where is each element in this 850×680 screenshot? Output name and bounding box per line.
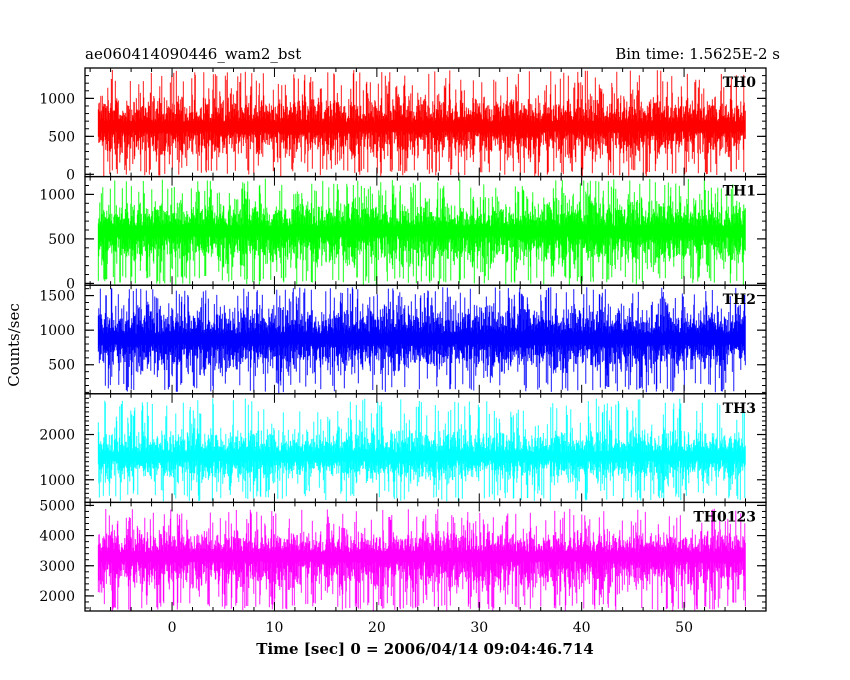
panel-frame xyxy=(84,501,767,612)
y-tick-label: 2000 xyxy=(39,428,75,444)
panel-th1: 0 500 1000 TH1 xyxy=(39,175,767,292)
y-tick-label: 0 xyxy=(66,167,75,183)
series-th1 xyxy=(97,178,746,285)
x-tick-label: 0 xyxy=(168,620,177,636)
panel-th2: 500 1000 1500 TH2 xyxy=(39,284,767,395)
y-tick-label: 500 xyxy=(48,358,75,374)
series-th0123 xyxy=(97,508,746,611)
x-tick-label: 50 xyxy=(675,620,693,636)
x-axis-label: Time [sec] 0 = 2006/04/14 09:04:46.714 xyxy=(256,640,593,658)
x-tick-label: 30 xyxy=(470,620,488,636)
y-axis-label: Counts/sec xyxy=(5,303,23,387)
chart-title-left: ae060414090446_wam2_bst xyxy=(85,45,301,63)
y-tick-label: 3000 xyxy=(39,559,75,575)
panel-th0123: 2000 3000 4000 5000 TH0123 xyxy=(39,498,767,612)
y-tick-label: 500 xyxy=(48,232,75,248)
y-tick-label: 1000 xyxy=(39,91,75,107)
y-tick-label: 4000 xyxy=(39,529,75,545)
panel-label: TH1 xyxy=(723,184,756,200)
x-tick-label: 10 xyxy=(266,620,284,636)
y-tick-label: 500 xyxy=(48,129,75,145)
series-th0 xyxy=(97,70,746,177)
panel-label: TH2 xyxy=(723,292,756,308)
y-tick-label: 5000 xyxy=(39,498,75,514)
y-tick-label: 1000 xyxy=(39,187,75,203)
panel-label: TH3 xyxy=(723,401,756,417)
panel-label: TH0 xyxy=(723,75,757,91)
x-tick-label: 20 xyxy=(368,620,386,636)
y-tick-label: 1500 xyxy=(39,289,75,305)
y-tick-label: 1000 xyxy=(39,323,75,339)
y-tick-label: 0 xyxy=(66,276,75,292)
chart-title-right: Bin time: 1.5625E-2 s xyxy=(615,45,780,63)
panel-label: TH0123 xyxy=(693,509,756,525)
panel-th0: 0 500 1000 TH0 xyxy=(39,67,767,183)
panel-th3: 1000 2000 TH3 xyxy=(39,393,767,504)
y-tick-label: 1000 xyxy=(39,473,75,489)
y-tick-label: 2000 xyxy=(39,589,75,605)
x-tick-label: 40 xyxy=(573,620,591,636)
series-th3 xyxy=(97,398,746,502)
series-th2 xyxy=(97,287,746,394)
